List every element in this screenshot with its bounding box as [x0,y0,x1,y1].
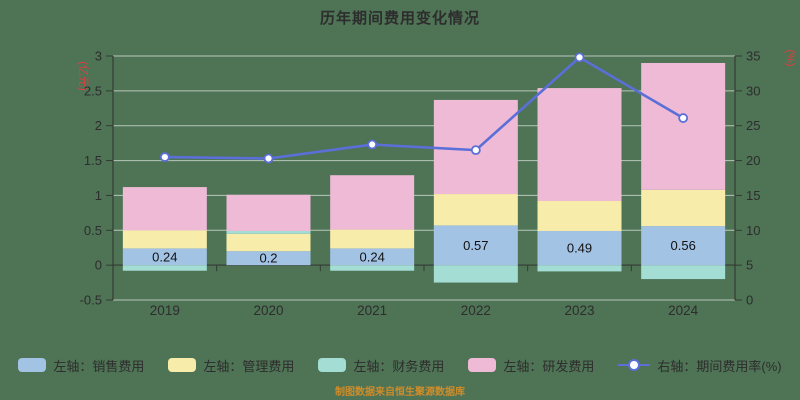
left-axis-label: -0.5 [80,293,102,308]
legend-item-2[interactable]: 左轴：财务费用 [318,356,444,375]
bar-segment[interactable] [122,265,207,271]
bar-segment[interactable] [537,230,622,266]
bar-segment[interactable] [226,251,311,266]
left-axis-label: 3 [95,49,102,64]
legend-label: 左轴：财务费用 [353,358,445,374]
bar-segment[interactable] [122,248,207,266]
bar-segment[interactable] [433,225,518,266]
left-axis-label: 1.5 [84,153,102,168]
bar-segment[interactable] [433,194,518,226]
bar-segment[interactable] [641,265,726,280]
legend: 左轴：销售费用 左轴：管理费用 左轴：财务费用 左轴：研发费用 右轴：期间费用率(%) [0,355,800,375]
bar-segment[interactable] [122,187,207,231]
rate-line-marker[interactable] [367,139,378,150]
bar-segment[interactable] [226,233,311,252]
year-label: 2021 [357,303,387,318]
legend-swatch-icon [468,358,497,372]
rate-line-marker[interactable] [263,153,274,164]
left-axis-label: 2 [95,118,102,133]
bar-value-label: 0.56 [671,238,696,253]
chart-title: 历年期间费用变化情况 [319,10,480,27]
bar-segment[interactable] [122,230,207,249]
bar-segment[interactable] [537,88,622,202]
right-axis-name: (%) [784,49,796,66]
rate-line-marker[interactable] [574,52,585,63]
rate-line-marker[interactable] [470,145,481,156]
legend-swatch-icon [168,358,197,372]
bar-segment[interactable] [226,194,311,231]
bar-segment[interactable] [641,226,726,266]
right-axis-label: 30 [746,83,760,98]
bar-segment[interactable] [537,265,622,272]
right-axis-label: 20 [746,153,760,168]
legend-label: 左轴：管理费用 [203,358,295,374]
year-label: 2020 [253,303,283,318]
right-axis-label: 5 [746,258,753,273]
right-axis-label: 0 [746,293,753,308]
legend-item-0[interactable]: 左轴：销售费用 [18,356,144,375]
legend-swatch-icon [18,358,47,372]
rate-line-marker[interactable] [678,113,689,123]
bar-segment[interactable] [226,230,311,234]
bar-value-label: 0.2 [259,251,277,266]
bar-segment[interactable] [641,189,726,227]
left-axis-label: 0 [95,258,102,273]
legend-item-1[interactable]: 左轴：管理费用 [168,356,294,375]
right-axis-label: 15 [746,188,760,203]
left-axis-label: 0.5 [84,223,102,238]
bar-segment[interactable] [330,248,415,266]
watermark: 制图数据来自恒生聚源数据库 [335,387,465,398]
bar-value-label: 0.57 [463,238,488,253]
bar-segment[interactable] [330,229,415,249]
year-label: 2024 [668,303,699,318]
legend-label: 左轴：研发费用 [503,358,595,374]
right-axis-label: 35 [746,49,760,64]
bar-value-label: 0.49 [567,241,592,256]
bar-segment[interactable] [433,265,518,283]
bar-value-label: 0.24 [152,249,177,264]
right-axis-label: 10 [746,223,760,238]
year-label: 2019 [150,303,180,318]
legend-label: 右轴：期间费用率(%) [657,358,782,374]
bar-segment[interactable] [330,175,415,230]
rate-line[interactable] [164,56,684,160]
rate-line-marker[interactable] [159,152,170,162]
legend-item-4[interactable]: 右轴：期间费用率(%) [618,356,782,375]
legend-item-3[interactable]: 左轴：研发费用 [468,356,594,375]
legend-swatch-icon [318,358,347,372]
bar-segment[interactable] [330,265,415,271]
right-axis-label: 25 [746,118,760,133]
legend-label: 左轴：销售费用 [53,358,145,374]
left-axis-label: 2.5 [84,83,102,98]
bar-value-label: 0.24 [360,249,385,264]
year-label: 2022 [461,303,491,318]
legend-line-marker-icon [618,359,651,371]
year-label: 2023 [564,303,594,318]
bar-segment[interactable] [537,201,622,231]
left-axis-name: (亿元) [77,61,90,90]
bar-segment[interactable] [641,62,726,190]
left-axis-label: 1 [95,188,102,203]
